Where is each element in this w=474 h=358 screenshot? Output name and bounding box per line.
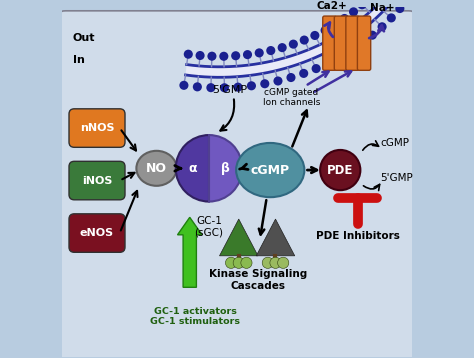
Circle shape: [365, 0, 374, 2]
Text: In: In: [73, 55, 84, 65]
Circle shape: [349, 7, 358, 16]
Circle shape: [368, 31, 377, 40]
Circle shape: [220, 83, 229, 92]
Circle shape: [300, 35, 309, 45]
Circle shape: [266, 46, 275, 55]
FancyBboxPatch shape: [346, 16, 359, 70]
Circle shape: [310, 31, 319, 40]
Text: PDE: PDE: [327, 164, 354, 176]
Circle shape: [403, 0, 412, 3]
Circle shape: [289, 40, 298, 49]
Text: 5'GMP: 5'GMP: [212, 85, 247, 95]
Circle shape: [311, 64, 321, 73]
Circle shape: [273, 77, 283, 86]
Polygon shape: [219, 219, 258, 256]
Text: cGMP: cGMP: [251, 164, 290, 176]
Circle shape: [395, 4, 404, 13]
Text: eNOS: eNOS: [80, 228, 114, 238]
Circle shape: [278, 43, 287, 52]
Circle shape: [219, 52, 228, 61]
Circle shape: [270, 257, 281, 268]
Circle shape: [346, 46, 356, 55]
Text: cGMP gated
Ion channels: cGMP gated Ion channels: [263, 88, 320, 107]
Circle shape: [233, 83, 243, 92]
Circle shape: [226, 257, 237, 268]
FancyBboxPatch shape: [69, 161, 125, 200]
Text: PDE Inhibitors: PDE Inhibitors: [316, 231, 400, 241]
Text: Na+: Na+: [370, 3, 394, 13]
Circle shape: [243, 50, 252, 59]
Text: α: α: [188, 162, 197, 175]
Circle shape: [262, 257, 273, 268]
FancyBboxPatch shape: [334, 16, 347, 70]
Circle shape: [278, 257, 289, 268]
Text: iNOS: iNOS: [82, 175, 112, 185]
Circle shape: [260, 79, 269, 88]
Text: NO: NO: [146, 162, 167, 175]
Circle shape: [299, 69, 308, 78]
Circle shape: [179, 81, 189, 90]
Ellipse shape: [236, 143, 304, 197]
FancyBboxPatch shape: [69, 109, 125, 147]
Circle shape: [387, 13, 396, 23]
FancyBboxPatch shape: [55, 11, 419, 358]
Circle shape: [324, 59, 333, 68]
Ellipse shape: [137, 151, 177, 186]
Circle shape: [231, 51, 240, 60]
FancyArrow shape: [177, 217, 202, 287]
FancyBboxPatch shape: [323, 16, 336, 70]
Circle shape: [340, 14, 349, 23]
Polygon shape: [256, 219, 295, 256]
Circle shape: [255, 48, 264, 57]
Text: 5'GMP: 5'GMP: [381, 173, 413, 183]
Circle shape: [233, 257, 245, 268]
Circle shape: [247, 81, 256, 90]
FancyBboxPatch shape: [69, 214, 125, 252]
Circle shape: [184, 50, 193, 59]
Circle shape: [208, 52, 217, 61]
Text: Kinase Signaling
Cascades: Kinase Signaling Cascades: [209, 269, 307, 291]
Text: Ca2+: Ca2+: [316, 1, 347, 11]
Text: GC-1 activators
GC-1 stimulators: GC-1 activators GC-1 stimulators: [150, 306, 240, 326]
Circle shape: [320, 26, 329, 35]
PathPatch shape: [185, 0, 437, 77]
Text: nNOS: nNOS: [80, 123, 114, 133]
Text: cGMP: cGMP: [381, 137, 410, 147]
Text: Out: Out: [73, 33, 95, 43]
Wedge shape: [176, 135, 209, 202]
Wedge shape: [209, 135, 242, 202]
Circle shape: [336, 53, 345, 62]
Circle shape: [357, 0, 366, 9]
Circle shape: [241, 257, 252, 268]
Ellipse shape: [320, 150, 360, 190]
Circle shape: [330, 20, 339, 29]
FancyBboxPatch shape: [357, 16, 371, 70]
Circle shape: [378, 22, 387, 32]
Circle shape: [193, 82, 202, 91]
Circle shape: [206, 83, 215, 92]
Text: β: β: [221, 162, 230, 175]
Text: GC-1
(sGC): GC-1 (sGC): [194, 216, 224, 237]
Circle shape: [286, 73, 295, 82]
Circle shape: [357, 39, 366, 48]
Circle shape: [196, 51, 205, 60]
